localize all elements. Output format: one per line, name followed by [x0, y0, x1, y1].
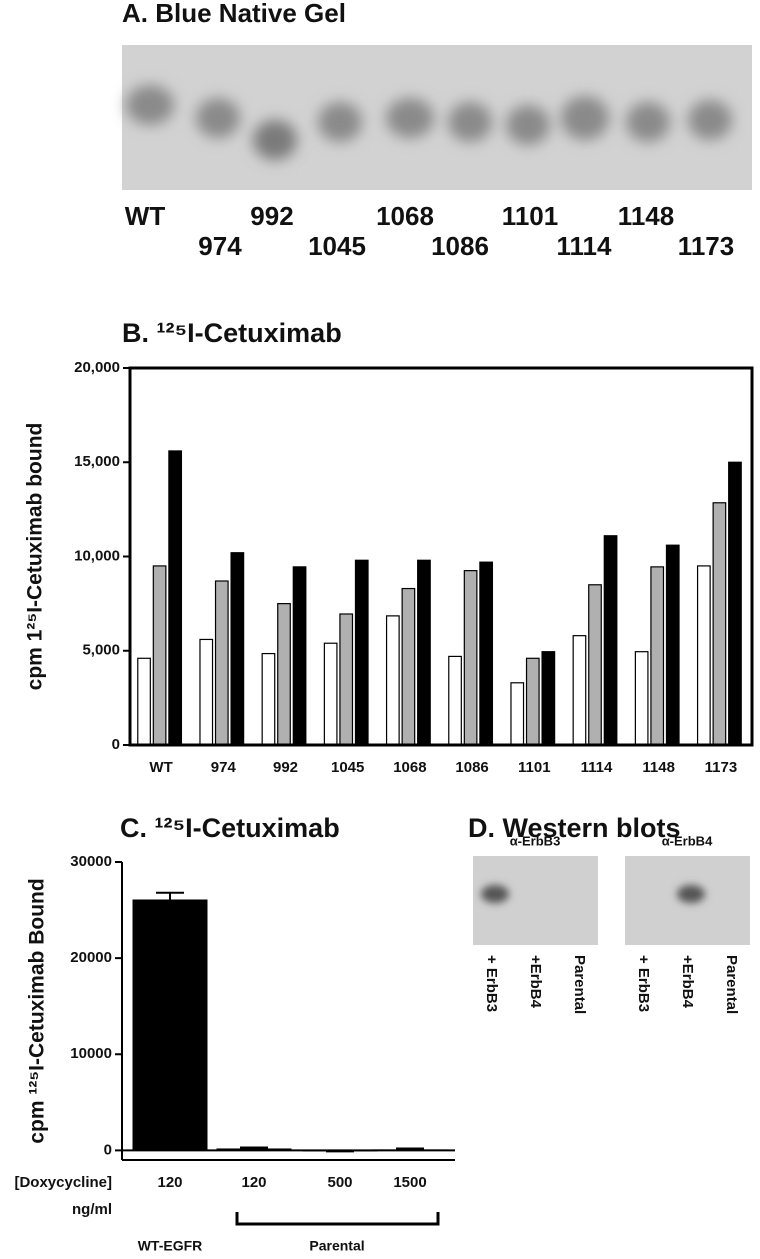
y-tick-label: 30000 [70, 853, 112, 870]
bar [261, 652, 276, 746]
gel-lane-label: 1173 [678, 231, 734, 261]
bar [665, 544, 680, 746]
bar [417, 559, 431, 746]
western-title: D. Western blots [468, 813, 681, 843]
y-tick-label: 15,000 [74, 453, 120, 470]
x-tick-label: WT [149, 759, 172, 776]
bar [448, 655, 462, 746]
gel-lane-label: 1086 [431, 231, 489, 261]
bar [650, 566, 665, 746]
bar [463, 570, 478, 746]
y-axis-label: cpm ¹²⁵I-Cetuximab Bound [26, 878, 49, 1143]
gel-lane-label: 974 [198, 231, 242, 261]
x-tick-label: 1086 [455, 759, 488, 776]
x-tick-label: 1500 [393, 1174, 426, 1191]
chart-title: B. ¹²⁵I-Cetuximab [122, 318, 342, 348]
x-tick-label: 1045 [331, 759, 364, 776]
x-tick-label: 974 [211, 759, 237, 776]
bar [277, 603, 291, 746]
y-tick-label: 5,000 [82, 642, 120, 659]
bar [214, 580, 229, 746]
gel-title: A. Blue Native Gel [122, 0, 346, 28]
bar [137, 657, 151, 746]
blot-lane-label: +ErbB4 [527, 955, 544, 1009]
gel-lane-label: 1045 [308, 231, 366, 261]
gel-lane-label: WT [125, 201, 166, 231]
y-tick-label: 20000 [70, 949, 112, 966]
x-axis-label: ng/ml [72, 1201, 112, 1218]
bar [132, 899, 208, 1151]
x-tick-label: 1173 [705, 759, 738, 776]
y-tick-label: 10,000 [74, 547, 120, 564]
blot-lane-label: + ErbB3 [635, 955, 652, 1012]
x-axis-label: [Doxycycline] [14, 1174, 112, 1191]
y-tick-label: 0 [112, 736, 120, 753]
blot-antibody: α-ErbB4 [662, 833, 713, 848]
gel-lane-label: 1068 [376, 201, 434, 231]
bar [152, 565, 167, 746]
blot-lane-label: + ErbB3 [483, 955, 500, 1012]
blot-antibody: α-ErbB3 [510, 833, 561, 848]
bar [385, 615, 400, 746]
bar [292, 566, 307, 746]
y-tick-label: 0 [104, 1141, 112, 1158]
gel-bands [126, 85, 732, 160]
blot-band [677, 885, 705, 903]
gel-lane-label: 1148 [618, 201, 674, 231]
bar [230, 552, 245, 746]
bar [401, 587, 416, 746]
x-tick-label: 1101 [518, 759, 551, 776]
x-tick-label: 120 [241, 1174, 266, 1191]
plot-frame [128, 366, 754, 747]
x-tick-label: 1114 [581, 759, 613, 776]
bar [339, 613, 354, 746]
blot-lane-label: +ErbB4 [679, 955, 696, 1009]
blot-lane-label: Parental [571, 955, 588, 1014]
chart-title: C. ¹²⁵I-Cetuximab [120, 813, 340, 843]
bar [603, 535, 618, 746]
bar [728, 461, 742, 746]
blot-band [481, 885, 509, 903]
bar [572, 635, 587, 746]
y-axis-label: cpm 1²⁵I-Cetuximab bound [24, 423, 47, 691]
bar [634, 651, 649, 746]
blot-lane-label: Parental [723, 955, 740, 1014]
group-label: Parental [309, 1238, 364, 1254]
group-bracket [235, 1212, 440, 1226]
y-tick-label: 10000 [70, 1045, 112, 1062]
bar [168, 450, 183, 746]
bar [354, 559, 369, 746]
bar [323, 642, 338, 746]
bar [696, 565, 711, 746]
x-tick-label: 500 [327, 1174, 352, 1191]
x-tick-label: 1068 [393, 759, 426, 776]
gel-lane-label: 1114 [557, 231, 613, 261]
y-tick-label: 20,000 [74, 359, 120, 376]
bar [479, 561, 494, 746]
bar [588, 584, 602, 746]
bar [541, 651, 556, 746]
bar [525, 657, 540, 746]
x-tick-label: 1148 [642, 759, 675, 776]
bar [199, 638, 214, 746]
gel-lane-label: 992 [250, 201, 293, 231]
bar [510, 682, 525, 746]
group-label: WT-EGFR [138, 1238, 203, 1254]
bar [712, 502, 727, 746]
gel-lane-label: 1101 [502, 201, 558, 231]
x-tick-label: 120 [157, 1174, 182, 1191]
x-tick-label: 992 [273, 759, 298, 776]
